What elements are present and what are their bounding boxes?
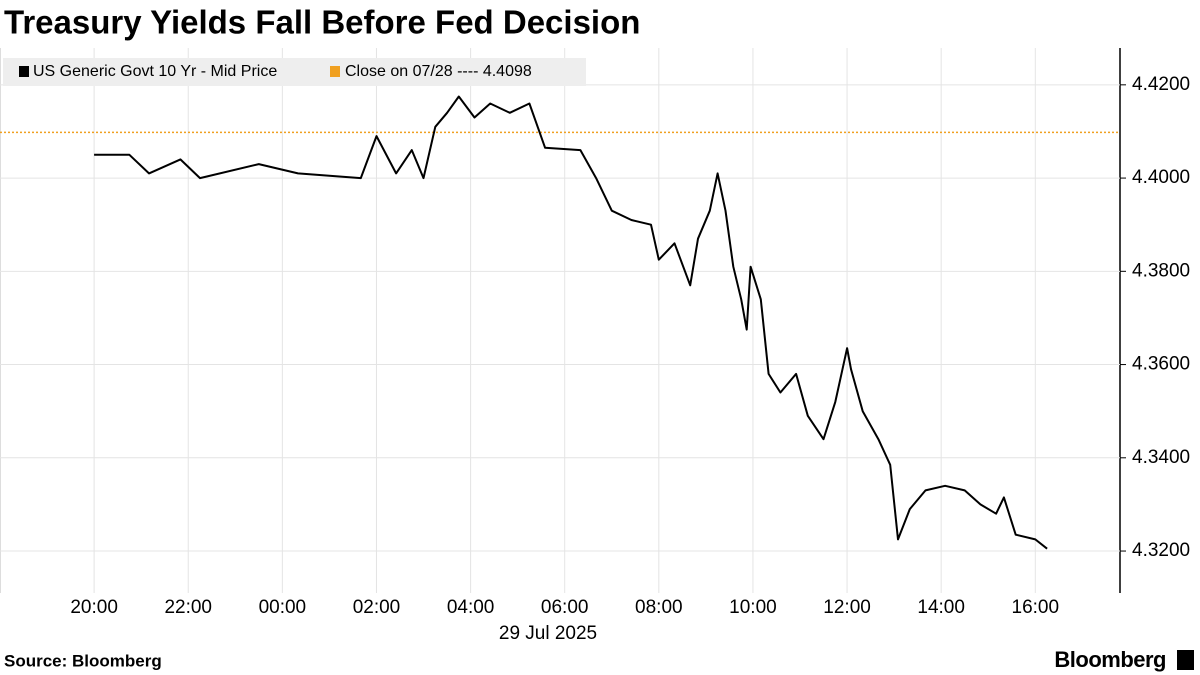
y-tick-label: 4.3600 <box>1132 354 1190 375</box>
source: Source: Bloomberg <box>4 651 162 670</box>
legend-label: Close on 07/28 ---- 4.4098 <box>345 63 532 80</box>
legend-label: US Generic Govt 10 Yr - Mid Price <box>33 63 277 80</box>
x-tick-label: 02:00 <box>353 597 401 618</box>
x-tick-label: 04:00 <box>447 597 495 618</box>
x-tick-label: 08:00 <box>635 597 683 618</box>
chart-title: Treasury Yields Fall Before Fed Decision <box>4 4 640 41</box>
brand: Bloomberg <box>1054 647 1166 672</box>
series-line <box>94 95 1048 550</box>
x-tick-label: 06:00 <box>541 597 589 618</box>
y-tick-label: 4.4000 <box>1132 167 1190 188</box>
x-tick-label: 14:00 <box>917 597 965 618</box>
date-label: 29 Jul 2025 <box>499 623 597 644</box>
x-tick-label: 10:00 <box>729 597 777 618</box>
brand-icon <box>1177 650 1194 670</box>
legend-swatch <box>19 66 29 77</box>
x-tick-label: 16:00 <box>1012 597 1060 618</box>
x-tick-label: 00:00 <box>259 597 307 618</box>
legend-box <box>3 58 586 86</box>
x-tick-label: 12:00 <box>823 597 871 618</box>
x-tick-label: 20:00 <box>70 597 118 618</box>
y-tick-label: 4.3200 <box>1132 540 1190 561</box>
y-tick-label: 4.3800 <box>1132 260 1190 281</box>
y-tick-label: 4.4200 <box>1132 74 1190 95</box>
x-tick-label: 22:00 <box>164 597 212 618</box>
legend-swatch <box>330 66 340 77</box>
y-tick-label: 4.3400 <box>1132 447 1190 468</box>
